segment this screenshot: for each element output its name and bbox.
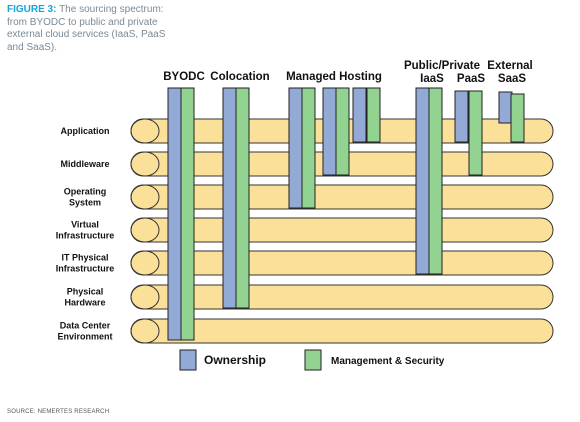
- legend: Ownership Management & Security: [179, 349, 445, 371]
- bar-saas-management: [510, 93, 525, 143]
- layer-end-cap: [130, 284, 160, 310]
- row-label-operating-system: Operating: [64, 187, 107, 197]
- layer-end-cap: [130, 217, 160, 243]
- bar-group: [167, 87, 525, 341]
- legend-label-management-security: Management & Security: [331, 356, 445, 367]
- row-label-data-center-environment: Environment: [57, 332, 112, 342]
- bar-managed-hosting-management: [366, 87, 381, 143]
- bar-colocation-management: [235, 87, 250, 309]
- layer-end-cap: [130, 318, 160, 344]
- layer-end-cap: [130, 184, 160, 210]
- row-label-application: Application: [61, 126, 110, 136]
- row-label-physical-hardware: Hardware: [64, 298, 105, 308]
- column-header-external-paas: External: [487, 60, 532, 72]
- source-credit: SOURCE: NEMERTES RESEARCH: [7, 409, 110, 415]
- column-header-external-paas: PaaS: [457, 73, 485, 85]
- column-header-public-private-iaas: Public/Private: [404, 60, 480, 72]
- legend-label-ownership: Ownership: [204, 353, 266, 367]
- bar-managed-hosting-ownership: [352, 87, 367, 143]
- layer-end-cap: [130, 151, 160, 177]
- row-label-data-center-environment: Data Center: [60, 321, 111, 331]
- layer-end-cap: [130, 118, 160, 144]
- bar-colocation-ownership: [222, 87, 237, 309]
- row-label-virtual-infrastructure: Virtual: [71, 220, 99, 230]
- figure-caption: FIGURE 3: The sourcing spectrum: from BY…: [7, 4, 177, 54]
- row-label-physical-hardware: Physical: [67, 287, 104, 297]
- row-label-operating-system: System: [69, 198, 101, 208]
- legend-swatch-management-security: [304, 349, 322, 371]
- column-header-group: BYODC Colocation Managed Hosting Public/Pri…: [163, 60, 532, 85]
- bar-iaas-management: [428, 87, 443, 275]
- row-label-middleware: Middleware: [60, 159, 109, 169]
- bar-paas-management: [468, 90, 483, 176]
- bar-byodc-ownership: [167, 87, 182, 341]
- bar-managed-hosting-ownership: [288, 87, 303, 209]
- legend-swatch-ownership: [179, 349, 197, 371]
- column-header-saas: SaaS: [498, 73, 526, 85]
- bar-saas-ownership: [498, 91, 513, 124]
- row-label-it-physical-infrastructure: IT Physical: [61, 253, 108, 263]
- bar-byodc-management: [180, 87, 195, 341]
- layer-end-cap: [130, 250, 160, 276]
- column-header-byodc: BYODC: [163, 71, 205, 83]
- column-header-colocation: Colocation: [210, 71, 269, 83]
- bar-managed-hosting-management: [301, 87, 316, 209]
- bar-managed-hosting-ownership: [322, 87, 337, 176]
- bar-paas-ownership: [454, 90, 469, 143]
- row-label-it-physical-infrastructure: Infrastructure: [56, 264, 115, 274]
- column-header-public-private-iaas: IaaS: [420, 73, 444, 85]
- figure-label: FIGURE 3:: [7, 4, 57, 15]
- column-header-managed-hosting: Managed Hosting: [286, 71, 382, 83]
- bar-iaas-ownership: [415, 87, 430, 275]
- row-label-virtual-infrastructure: Infrastructure: [56, 231, 115, 241]
- figure-caption-text: The sourcing spectrum: from BYODC to pub…: [7, 4, 166, 53]
- bar-managed-hosting-management: [335, 87, 350, 176]
